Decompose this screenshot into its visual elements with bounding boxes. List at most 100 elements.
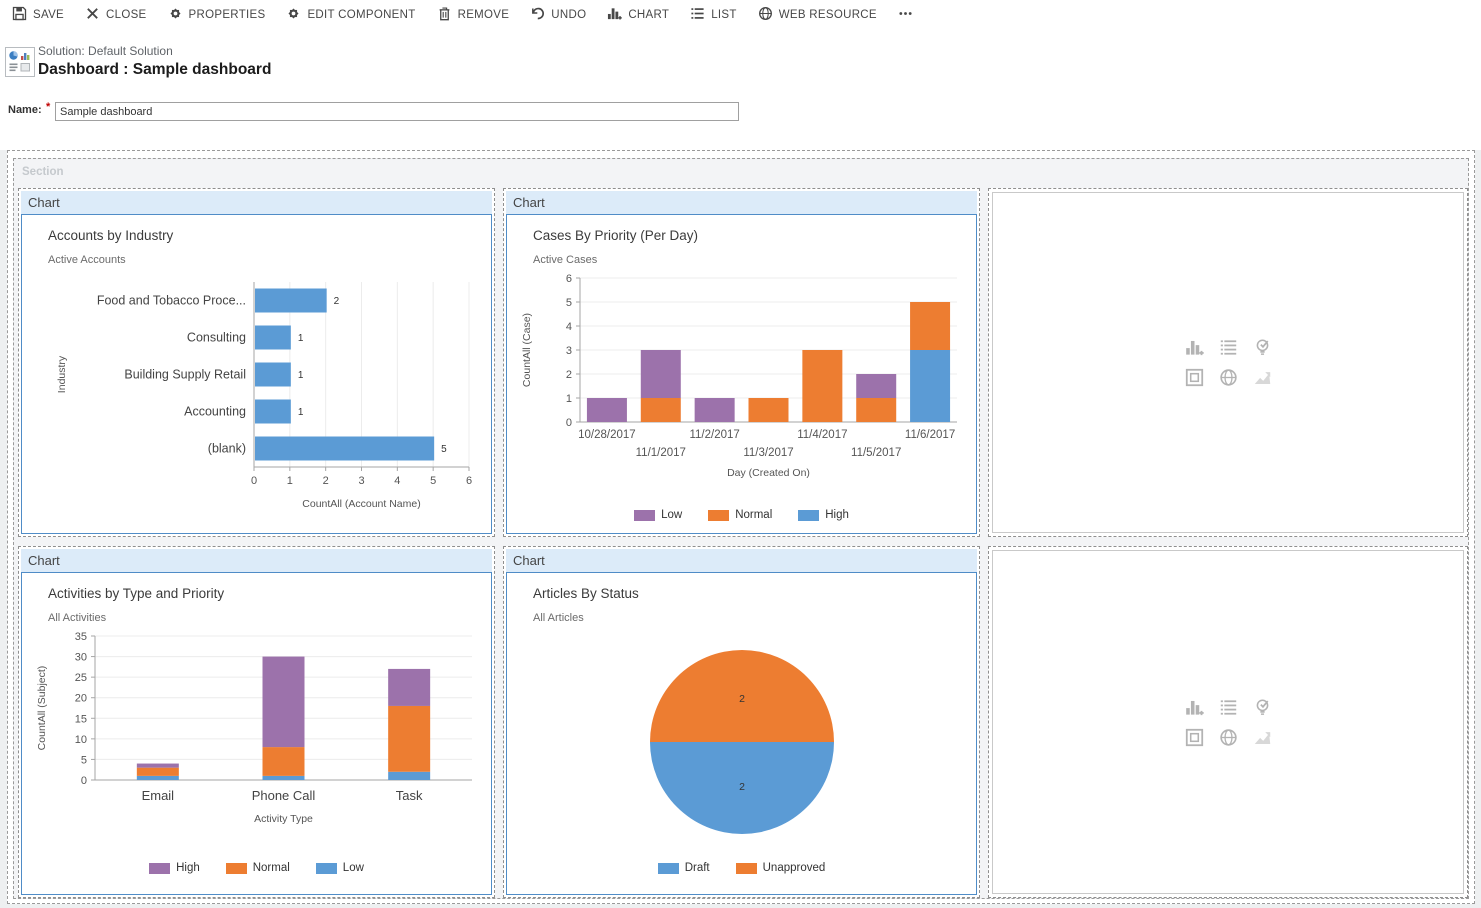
svg-text:0: 0: [566, 417, 572, 429]
bar: [255, 399, 291, 424]
gear-icon: [286, 6, 301, 24]
legend-item: Normal: [708, 509, 772, 521]
edit-component-label: EDIT COMPONENT: [307, 9, 416, 21]
trash-icon: [437, 6, 452, 24]
name-input[interactable]: [55, 102, 739, 121]
svg-text:1: 1: [298, 370, 304, 381]
web-resource-button[interactable]: WEB RESOURCE: [758, 6, 877, 24]
svg-text:0: 0: [251, 475, 257, 487]
chart-subtitle: Active Accounts: [48, 254, 126, 266]
legend-label: Unapproved: [762, 862, 826, 874]
svg-text:5: 5: [441, 444, 447, 455]
chart-plot: 22: [650, 650, 834, 834]
bar-segment: [802, 350, 843, 422]
section-container[interactable]: Section Chart Accounts by Industry Activ…: [13, 158, 1469, 899]
svg-text:3: 3: [566, 345, 572, 357]
gear-icon: [168, 6, 183, 24]
insert-assistant-icon[interactable]: [1253, 698, 1272, 717]
legend-swatch: [735, 862, 757, 874]
name-label: Name:: [8, 104, 42, 116]
chart-label: CHART: [628, 9, 670, 21]
solution-label: Solution: Default Solution: [38, 44, 173, 58]
insert-chart-icon[interactable]: [1185, 698, 1204, 717]
list-icon: [690, 6, 705, 24]
panel-header: Chart: [21, 191, 492, 214]
bar-segment: [388, 771, 431, 780]
svg-text:11/1/2017: 11/1/2017: [636, 447, 686, 459]
chart-plot: 0 5 10 15 20 25 30 35 Email Phone Call Task Activit…: [36, 631, 472, 825]
empty-panel-body: [992, 550, 1464, 894]
properties-label: PROPERTIES: [188, 9, 266, 21]
chart-plot: 0 1 2 3 4 5 6 Food and Tobacco Proce... 2 Consult…: [56, 282, 472, 510]
insert-image-icon[interactable]: [1253, 728, 1272, 747]
insert-iframe-icon[interactable]: [1185, 368, 1204, 387]
bar-segment: [586, 398, 627, 422]
insert-assistant-icon[interactable]: [1253, 338, 1272, 357]
close-button[interactable]: CLOSE: [85, 6, 147, 24]
bar-segment: [856, 398, 897, 422]
section-label: Section: [22, 166, 64, 178]
globe-icon: [758, 6, 773, 24]
chart-legend: High Normal Low: [22, 862, 491, 874]
legend-swatch: [708, 509, 730, 521]
chart-panel-accounts-by-industry[interactable]: Chart Accounts by Industry Active Accoun…: [18, 188, 495, 537]
chart-title: Accounts by Industry: [48, 228, 174, 243]
save-button[interactable]: SAVE: [12, 6, 64, 24]
chart-subtitle: All Articles: [533, 612, 584, 624]
bar: [255, 288, 327, 313]
panel-header: Chart: [506, 191, 977, 214]
chart-panel-cases-by-priority[interactable]: Chart Cases By Priority (Per Day) Active…: [503, 188, 980, 537]
svg-text:3: 3: [358, 475, 364, 487]
dashboard-icon: [5, 47, 35, 77]
bar-segment: [640, 350, 681, 398]
svg-text:2: 2: [334, 296, 340, 307]
insert-image-icon[interactable]: [1253, 368, 1272, 387]
chart-title: Activities by Type and Priority: [48, 586, 225, 601]
chart-button[interactable]: CHART: [607, 6, 669, 24]
svg-text:(blank): (blank): [208, 442, 246, 456]
insert-list-icon[interactable]: [1219, 338, 1238, 357]
undo-button[interactable]: UNDO: [530, 6, 586, 24]
empty-panel[interactable]: [988, 188, 1468, 537]
svg-text:Industry: Industry: [56, 355, 68, 393]
web-resource-label: WEB RESOURCE: [778, 9, 877, 21]
insert-list-icon[interactable]: [1219, 698, 1238, 717]
legend-swatch: [798, 509, 820, 521]
save-label: SAVE: [33, 9, 65, 21]
dashboard-canvas: Section Chart Accounts by Industry Activ…: [7, 150, 1475, 904]
empty-panel[interactable]: [988, 546, 1468, 898]
svg-text:Day (Created On): Day (Created On): [727, 467, 810, 479]
panel-body: Activities by Type and Priority All Acti…: [21, 572, 492, 895]
insert-webresource-icon[interactable]: [1219, 368, 1238, 387]
legend-swatch: [657, 862, 679, 874]
insert-iframe-icon[interactable]: [1185, 728, 1204, 747]
legend-label: Normal: [735, 509, 773, 521]
svg-text:6: 6: [566, 273, 572, 285]
chart-title: Articles By Status: [533, 586, 639, 601]
svg-text:Consulting: Consulting: [187, 331, 246, 345]
required-asterisk: *: [46, 101, 51, 113]
svg-text:1: 1: [298, 407, 304, 418]
legend-item: Normal: [225, 862, 290, 874]
insert-chart-icon[interactable]: [1185, 338, 1204, 357]
insert-webresource-icon[interactable]: [1219, 728, 1238, 747]
svg-text:Food and Tobacco Proce...: Food and Tobacco Proce...: [97, 294, 246, 308]
panel-header: Chart: [21, 549, 492, 572]
pie-slice: [650, 742, 834, 834]
edit-component-button[interactable]: EDIT COMPONENT: [286, 6, 415, 24]
svg-text:11/6/2017: 11/6/2017: [905, 429, 955, 441]
svg-text:Building Supply Retail: Building Supply Retail: [124, 368, 246, 382]
bar-segment: [262, 747, 305, 776]
chart-panel-activities-by-type[interactable]: Chart Activities by Type and Priority Al…: [18, 546, 495, 898]
list-button[interactable]: LIST: [690, 6, 737, 24]
remove-label: REMOVE: [457, 9, 510, 21]
legend-item: Draft: [657, 862, 710, 874]
more-commands-button[interactable]: [898, 6, 913, 24]
properties-button[interactable]: PROPERTIES: [168, 6, 266, 24]
remove-button[interactable]: REMOVE: [437, 6, 510, 24]
svg-text:30: 30: [75, 652, 87, 664]
close-label: CLOSE: [106, 9, 147, 21]
legend-label: Draft: [684, 862, 710, 874]
svg-text:Email: Email: [142, 788, 175, 803]
